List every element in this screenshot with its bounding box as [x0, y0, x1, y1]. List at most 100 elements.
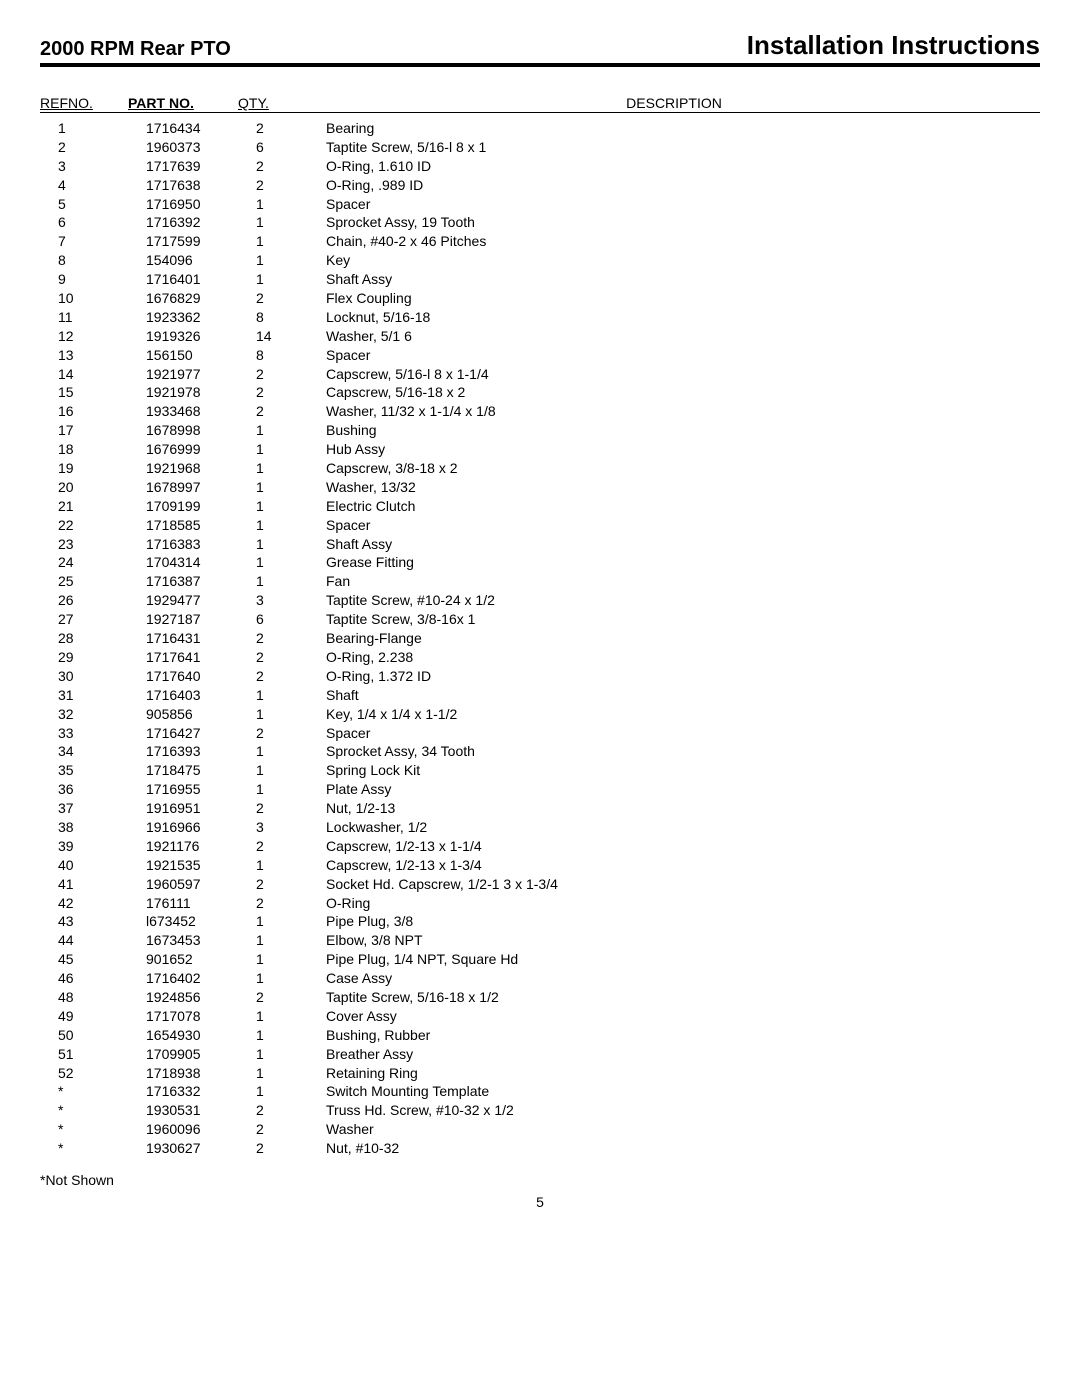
qty-cell: 3 [256, 591, 326, 610]
ref-cell: 24 [40, 553, 146, 572]
qty-cell: 1 [256, 195, 326, 214]
ref-cell: * [40, 1101, 146, 1120]
table-row: *19305312Truss Hd. Screw, #10-32 x 1/2 [40, 1101, 1040, 1120]
desc-cell: Key, 1/4 x 1/4 x 1-1/2 [326, 705, 1040, 724]
table-row: 2016789971Washer, 13/32 [40, 478, 1040, 497]
qty-cell: 2 [256, 667, 326, 686]
qty-cell: 1 [256, 1026, 326, 1045]
qty-cell: 8 [256, 308, 326, 327]
desc-cell: Nut, 1/2-13 [326, 799, 1040, 818]
table-row: 2317163831Shaft Assy [40, 535, 1040, 554]
ref-cell: 33 [40, 724, 146, 743]
qty-cell: 1 [256, 912, 326, 931]
part-cell: 1716393 [146, 742, 256, 761]
ref-cell: 7 [40, 232, 146, 251]
desc-cell: Electric Clutch [326, 497, 1040, 516]
table-row: 2117091991Electric Clutch [40, 497, 1040, 516]
ref-cell: 49 [40, 1007, 146, 1026]
desc-cell: Shaft Assy [326, 270, 1040, 289]
qty-cell: 2 [256, 875, 326, 894]
part-cell: 1717638 [146, 176, 256, 195]
table-row: 1716789981Bushing [40, 421, 1040, 440]
desc-cell: Bushing, Rubber [326, 1026, 1040, 1045]
table-row: 3117164031Shaft [40, 686, 1040, 705]
desc-cell: O-Ring, 2.238 [326, 648, 1040, 667]
footnote: *Not Shown [40, 1172, 1040, 1188]
ref-cell: 26 [40, 591, 146, 610]
ref-cell: 3 [40, 157, 146, 176]
desc-cell: Socket Hd. Capscrew, 1/2-1 3 x 1-3/4 [326, 875, 1040, 894]
desc-cell: Plate Assy [326, 780, 1040, 799]
ref-cell: 4 [40, 176, 146, 195]
table-row: 2719271876Taptite Screw, 3/8-16x 1 [40, 610, 1040, 629]
part-cell: 1921978 [146, 383, 256, 402]
desc-cell: Retaining Ring [326, 1064, 1040, 1083]
ref-cell: 9 [40, 270, 146, 289]
table-row: 4019215351Capscrew, 1/2-13 x 1-3/4 [40, 856, 1040, 875]
ref-cell: 18 [40, 440, 146, 459]
qty-cell: 2 [256, 988, 326, 1007]
table-row: 2917176412O-Ring, 2.238 [40, 648, 1040, 667]
table-row: 3819169663Lockwasher, 1/2 [40, 818, 1040, 837]
table-row: 1419219772Capscrew, 5/16-l 8 x 1-1/4 [40, 365, 1040, 384]
table-row: 717175991Chain, #40-2 x 46 Pitches [40, 232, 1040, 251]
desc-cell: Washer [326, 1120, 1040, 1139]
part-cell: 1678997 [146, 478, 256, 497]
desc-cell: Truss Hd. Screw, #10-32 x 1/2 [326, 1101, 1040, 1120]
qty-cell: 1 [256, 440, 326, 459]
ref-cell: 27 [40, 610, 146, 629]
part-cell: 1716403 [146, 686, 256, 705]
part-cell: 1716387 [146, 572, 256, 591]
part-cell: 1921176 [146, 837, 256, 856]
qty-cell: 1 [256, 705, 326, 724]
table-row: 3719169512Nut, 1/2-13 [40, 799, 1040, 818]
ref-cell: * [40, 1082, 146, 1101]
part-cell: 1923362 [146, 308, 256, 327]
desc-cell: Spacer [326, 346, 1040, 365]
desc-cell: Locknut, 5/16-18 [326, 308, 1040, 327]
desc-cell: Case Assy [326, 969, 1040, 988]
ref-cell: 40 [40, 856, 146, 875]
ref-cell: 16 [40, 402, 146, 421]
table-body: 117164342Bearing219603736Taptite Screw, … [40, 119, 1040, 1158]
desc-cell: Elbow, 3/8 NPT [326, 931, 1040, 950]
table-row: 1919219681Capscrew, 3/8-18 x 2 [40, 459, 1040, 478]
ref-cell: 44 [40, 931, 146, 950]
desc-cell: Key [326, 251, 1040, 270]
desc-cell: Nut, #10-32 [326, 1139, 1040, 1158]
qty-cell: 2 [256, 1120, 326, 1139]
ref-cell: 42 [40, 894, 146, 913]
part-cell: 1960096 [146, 1120, 256, 1139]
ref-cell: 30 [40, 667, 146, 686]
part-cell: 1709905 [146, 1045, 256, 1064]
qty-cell: 1 [256, 270, 326, 289]
desc-cell: Cover Assy [326, 1007, 1040, 1026]
table-row: 421761112O-Ring [40, 894, 1040, 913]
ref-cell: 5 [40, 195, 146, 214]
part-cell: 1717599 [146, 232, 256, 251]
table-row: 1519219782Capscrew, 5/16-18 x 2 [40, 383, 1040, 402]
part-cell: 1716401 [146, 270, 256, 289]
part-cell: 1716950 [146, 195, 256, 214]
qty-cell: 1 [256, 459, 326, 478]
ref-cell: 50 [40, 1026, 146, 1045]
desc-cell: O-Ring, 1.372 ID [326, 667, 1040, 686]
ref-cell: 20 [40, 478, 146, 497]
table-row: 4119605972Socket Hd. Capscrew, 1/2-1 3 x… [40, 875, 1040, 894]
table-row: *19306272Nut, #10-32 [40, 1139, 1040, 1158]
qty-cell: 2 [256, 119, 326, 138]
part-cell: 1654930 [146, 1026, 256, 1045]
qty-cell: 1 [256, 572, 326, 591]
qty-cell: 2 [256, 289, 326, 308]
desc-cell: Capscrew, 1/2-13 x 1-3/4 [326, 856, 1040, 875]
table-row: 117164342Bearing [40, 119, 1040, 138]
part-cell: 1716402 [146, 969, 256, 988]
ref-cell: 35 [40, 761, 146, 780]
table-row: 329058561Key, 1/4 x 1/4 x 1-1/2 [40, 705, 1040, 724]
qty-cell: 2 [256, 1101, 326, 1120]
part-cell: 901652 [146, 950, 256, 969]
desc-cell: Washer, 11/32 x 1-1/4 x 1/8 [326, 402, 1040, 421]
table-row: 4917170781Cover Assy [40, 1007, 1040, 1026]
part-cell: 1916951 [146, 799, 256, 818]
table-row: 43l6734521Pipe Plug, 3/8 [40, 912, 1040, 931]
